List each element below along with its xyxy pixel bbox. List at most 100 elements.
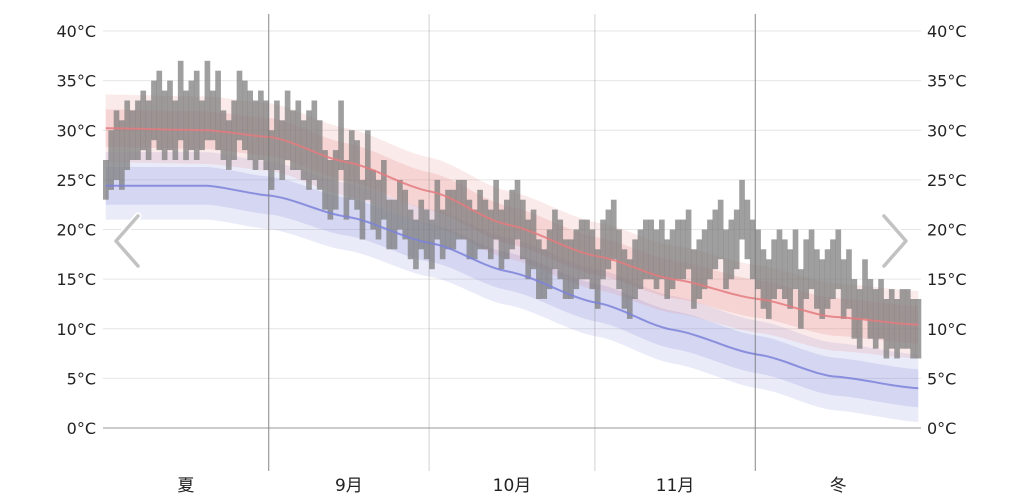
daily-temperature-bar [145, 100, 152, 160]
daily-temperature-bar [161, 90, 168, 161]
daily-temperature-bar [594, 249, 601, 309]
daily-temperature-bar [434, 179, 441, 240]
y-tick-label-left: 10°C [56, 320, 96, 339]
y-tick-label-left: 40°C [56, 22, 96, 41]
daily-temperature-bar [397, 179, 403, 230]
daily-temperature-bar [744, 199, 751, 260]
daily-temperature-bar [445, 189, 451, 250]
daily-temperature-bar [242, 80, 248, 151]
daily-temperature-bar [338, 100, 344, 170]
daily-temperature-bar [103, 160, 109, 200]
daily-temperature-bar [236, 70, 243, 141]
daily-temperature-bar [461, 179, 467, 240]
daily-temperature-bar [675, 219, 681, 280]
daily-temperature-bar [263, 100, 270, 170]
y-tick-label-right: 40°C [927, 22, 967, 41]
daily-temperature-bar [455, 179, 462, 240]
daily-temperature-bar [188, 80, 195, 151]
daily-temperature-bar [621, 249, 628, 309]
daily-temperature-bar [546, 229, 553, 290]
daily-temperature-bar [509, 189, 515, 250]
y-tick-label-right: 5°C [927, 369, 956, 388]
daily-temperature-bar [648, 219, 654, 280]
daily-temperature-bar [878, 279, 884, 339]
daily-temperature-bar [466, 199, 473, 260]
y-tick-label-left: 30°C [56, 121, 96, 140]
daily-temperature-bar [199, 100, 205, 151]
next-period-button[interactable] [878, 212, 912, 270]
daily-temperature-bar [279, 120, 286, 180]
x-period-label: 10月 [493, 476, 532, 496]
daily-temperature-bar [798, 269, 804, 329]
daily-temperature-bar [300, 120, 307, 180]
daily-temperature-bar [867, 279, 874, 339]
daily-temperature-bar [552, 209, 558, 270]
daily-temperature-bar [701, 229, 708, 290]
y-tick-label-left: 25°C [56, 171, 96, 190]
daily-temperature-bar [642, 219, 649, 280]
daily-temperature-bar [616, 229, 622, 290]
y-tick-label-right: 25°C [927, 171, 967, 190]
daily-temperature-bar [348, 130, 355, 200]
daily-temperature-bar [808, 229, 815, 290]
x-period-label: 夏 [177, 476, 194, 496]
y-tick-label-left: 35°C [56, 72, 96, 91]
y-tick-label-right: 30°C [927, 121, 967, 140]
daily-temperature-bar [803, 239, 810, 299]
daily-temperature-bar [578, 219, 585, 280]
daily-temperature-bar [541, 249, 548, 299]
daily-temperature-bar [626, 259, 633, 319]
daily-temperature-bar [792, 229, 799, 290]
daily-temperature-bar [765, 259, 772, 319]
daily-temperature-bar [562, 239, 569, 299]
daily-temperature-bar [659, 219, 665, 280]
daily-temperature-bar [381, 160, 387, 220]
daily-temperature-bar [600, 219, 606, 280]
daily-temperature-bar [664, 239, 671, 299]
daily-temperature-bar [787, 249, 793, 309]
daily-temperature-bar [129, 110, 136, 160]
daily-temperature-bar [477, 189, 483, 250]
x-period-label: 冬 [830, 476, 847, 496]
daily-temperature-bar [915, 299, 922, 359]
daily-temperature-bar [589, 229, 596, 290]
daily-temperature-bar [835, 229, 842, 290]
daily-temperature-bar [739, 179, 745, 240]
daily-temperature-bar [423, 209, 430, 260]
daily-temperature-bar [707, 219, 713, 280]
previous-period-button[interactable] [110, 212, 144, 270]
daily-temperature-bar [418, 199, 425, 250]
daily-temperature-bar [493, 179, 499, 240]
daily-temperature-bar [653, 229, 660, 290]
daily-temperature-bar [910, 299, 916, 359]
daily-temperature-bar [343, 160, 350, 220]
daily-temperature-bar [183, 90, 189, 161]
daily-temperature-bar [167, 80, 173, 151]
daily-temperature-bar [814, 249, 820, 309]
daily-temperature-bar [888, 289, 895, 349]
daily-temperature-bar [536, 239, 542, 299]
y-tick-label-left: 0°C [67, 419, 96, 438]
daily-temperature-bar [274, 100, 280, 170]
daily-temperature-bar [354, 140, 360, 210]
daily-temperature-bar [450, 189, 457, 250]
y-tick-label-right: 10°C [927, 320, 967, 339]
daily-temperature-bar [124, 100, 131, 170]
daily-temperature-bar [108, 130, 114, 190]
daily-temperature-bar [364, 130, 371, 200]
daily-temperature-bar [140, 90, 147, 151]
chevron-left-icon [112, 212, 142, 270]
daily-temperature-bar [830, 239, 836, 299]
daily-temperature-bar [439, 209, 446, 260]
daily-temperature-bar [872, 289, 879, 349]
daily-temperature-bar [904, 289, 911, 349]
daily-temperature-bar [295, 100, 302, 170]
daily-temperature-bar [557, 219, 564, 280]
normal-high-line [105, 127, 919, 326]
daily-temperature-bar [610, 199, 617, 260]
daily-temperature-bar [322, 150, 328, 210]
daily-temperature-bar [691, 249, 697, 309]
daily-temperature-bar [151, 80, 157, 141]
daily-temperature-bar [119, 120, 125, 190]
